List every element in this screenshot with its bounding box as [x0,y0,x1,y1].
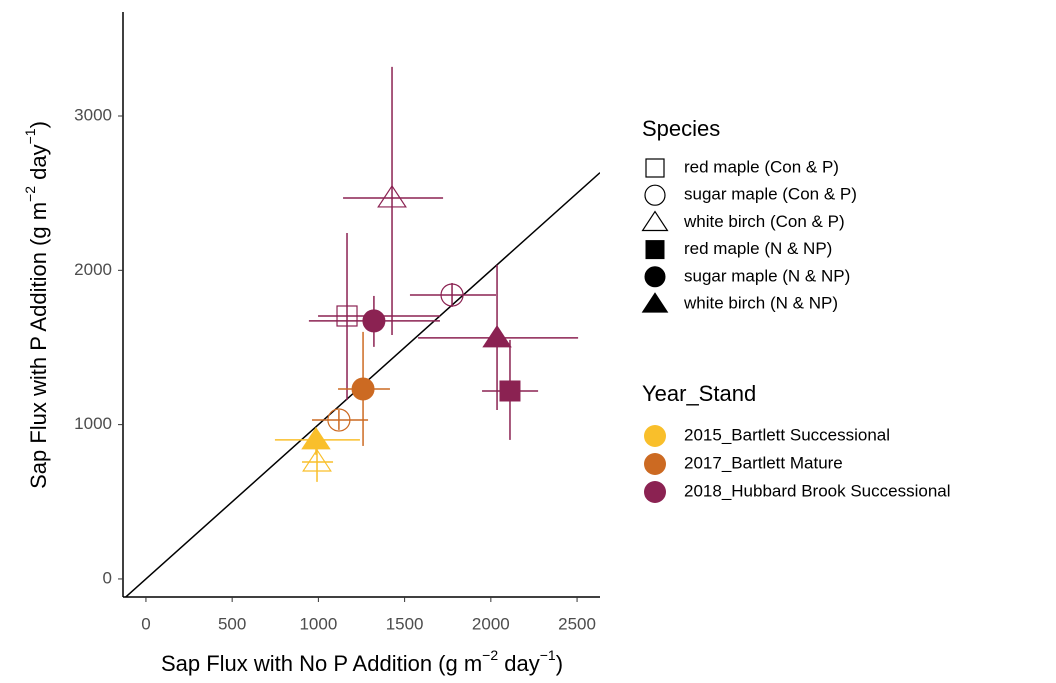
y-tick-label: 0 [103,568,112,587]
y-axis-title: Sap Flux with P Addition (g m−2 day−1) [22,121,51,489]
plot-area [124,66,600,597]
marker [644,266,666,288]
marker [362,309,386,333]
y-tick-label: 3000 [74,105,112,124]
x-tick-label: 2000 [472,614,510,633]
marker [644,184,666,206]
legend-swatch [644,481,666,503]
marker [351,377,375,401]
x-tick-label: 0 [141,614,150,633]
marker [377,184,407,208]
legend-label: 2017_Bartlett Mature [684,453,843,472]
y-tick-label: 1000 [74,414,112,433]
legend-label: 2018_Hubbard Brook Successional [684,481,951,500]
marker [645,158,665,178]
legend-label: red maple (Con & P) [684,157,839,176]
legend-title: Year_Stand [642,381,756,406]
legend-label: red maple (N & NP) [684,239,832,258]
legend-label: white birch (N & NP) [683,293,838,312]
marker [645,240,665,260]
marker [641,210,669,232]
legend-label: 2015_Bartlett Successional [684,425,890,444]
marker [440,283,464,307]
legend-label: white birch (Con & P) [683,212,845,231]
y-tick-label: 2000 [74,260,112,279]
x-tick-label: 1000 [299,614,337,633]
marker [327,408,351,432]
legend-label: sugar maple (N & NP) [684,266,850,285]
marker [482,324,512,348]
marker [499,380,521,402]
legend-swatch [644,453,666,475]
legend-title: Species [642,116,720,141]
legend-swatch [644,425,666,447]
marker [641,292,669,313]
marker [301,426,331,450]
marker [336,305,358,327]
x-tick-label: 1500 [386,614,424,633]
x-tick-label: 500 [218,614,246,633]
x-axis-title: Sap Flux with No P Addition (g m−2 day−1… [161,647,563,676]
marker [302,448,332,472]
x-tick-label: 2500 [558,614,596,633]
legend-label: sugar maple (Con & P) [684,185,857,204]
